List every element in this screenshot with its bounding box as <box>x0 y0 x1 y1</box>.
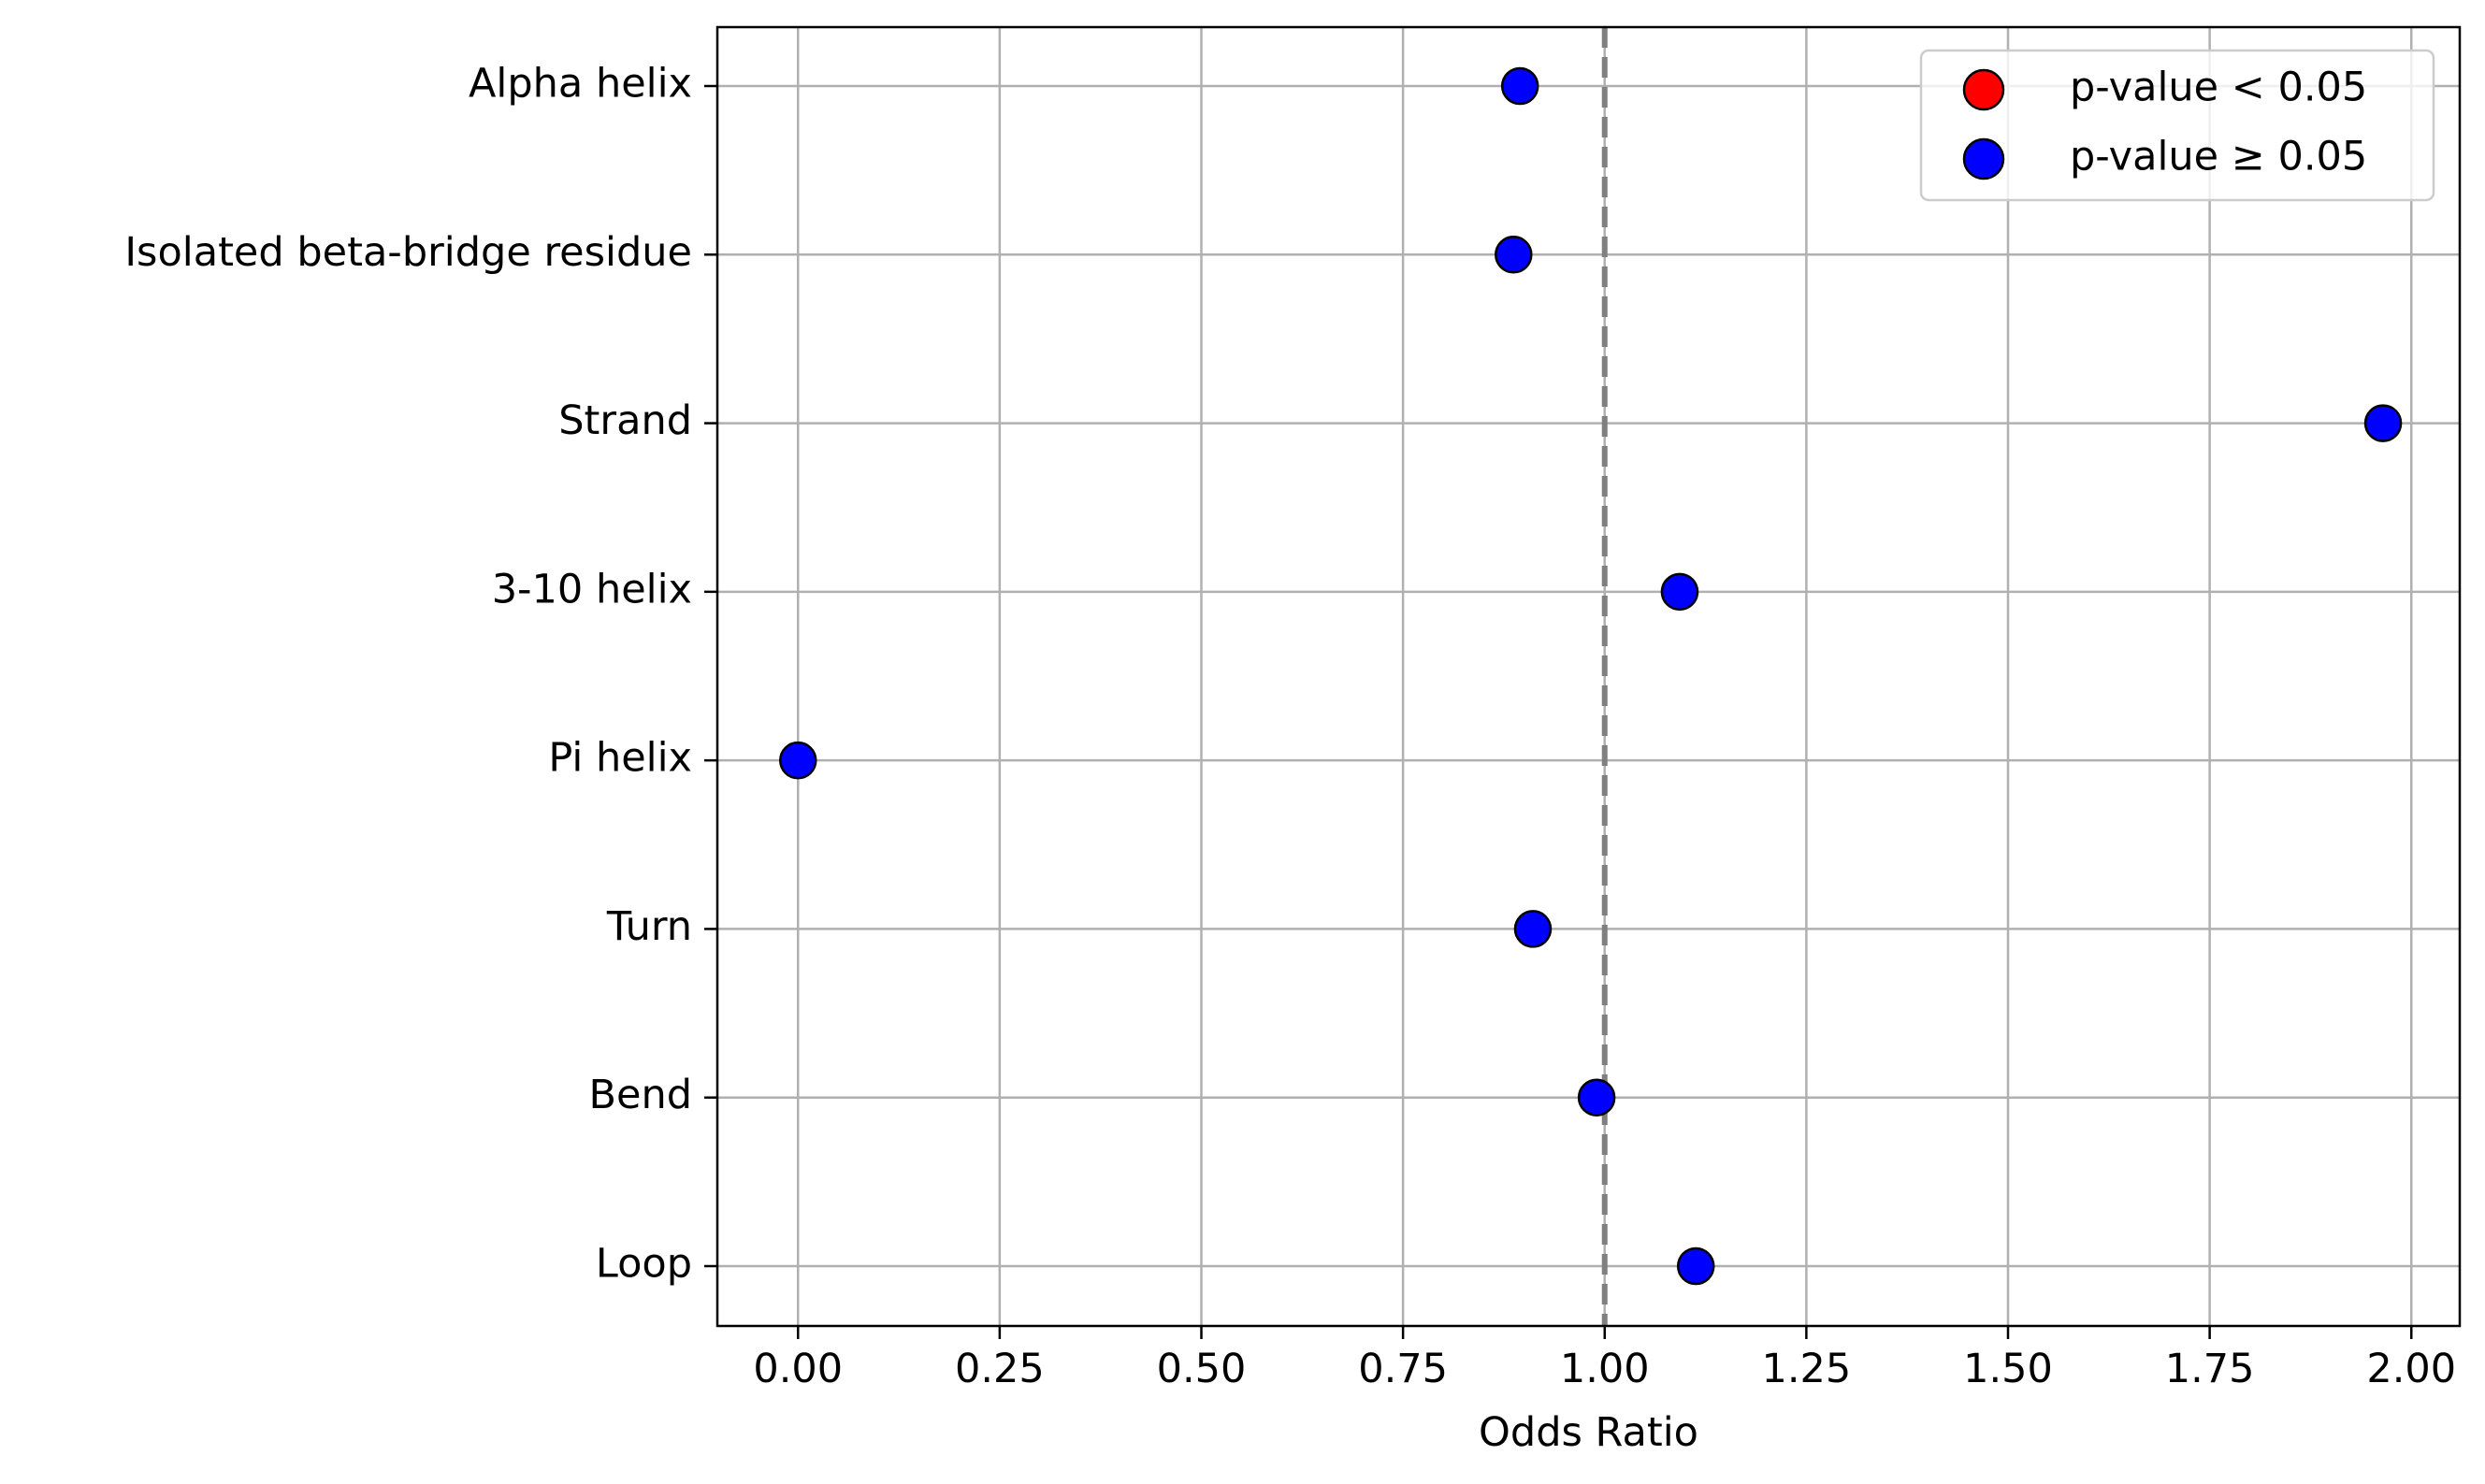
grid-lines <box>717 27 2460 1326</box>
data-point-4 <box>779 741 817 780</box>
y-tick-label-1: Isolated beta-bridge residue <box>124 229 692 276</box>
legend: p-value < 0.05 p-value ≥ 0.05 <box>1919 49 2435 202</box>
legend-marker-not-significant <box>1962 137 2005 180</box>
x-tick-label-5: 1.25 <box>1762 1346 1852 1392</box>
data-point-7 <box>1676 1246 1715 1286</box>
x-axis-label: Odds Ratio <box>1479 1409 1698 1456</box>
y-tick-label-3: 3-10 helix <box>492 566 692 612</box>
data-point-0 <box>1500 66 1539 106</box>
x-tick-label-1: 0.25 <box>955 1346 1045 1392</box>
legend-box <box>1919 49 2435 202</box>
data-point-5 <box>1513 910 1553 948</box>
x-tick-label-0: 0.00 <box>753 1346 843 1392</box>
x-tick-label-6: 1.50 <box>1963 1346 2053 1392</box>
y-axis-ticks: Alpha helix Isolated beta-bridge residue S… <box>124 61 717 1288</box>
data-point-2 <box>2363 404 2403 442</box>
data-points <box>779 66 2403 1286</box>
data-point-6 <box>1577 1078 1616 1117</box>
y-tick-label-7: Loop <box>596 1241 692 1288</box>
legend-marker-significant <box>1962 68 2005 111</box>
y-tick-label-4: Pi helix <box>548 735 692 782</box>
x-tick-label-4: 1.00 <box>1560 1346 1650 1392</box>
x-tick-label-8: 2.00 <box>2366 1346 2456 1392</box>
data-point-3 <box>1660 572 1699 612</box>
x-tick-label-2: 0.50 <box>1157 1346 1247 1392</box>
legend-label-not-significant: p-value ≥ 0.05 <box>2070 134 2367 180</box>
y-tick-label-2: Strand <box>558 397 692 444</box>
x-tick-label-3: 0.75 <box>1358 1346 1448 1392</box>
plot-frame <box>715 25 2462 1328</box>
x-tick-label-7: 1.75 <box>2165 1346 2255 1392</box>
y-tick-label-6: Bend <box>588 1072 692 1118</box>
x-axis-ticks: 0.00 0.25 0.50 0.75 1.00 1.25 1.50 1.75 2.00 <box>753 1326 2456 1392</box>
y-tick-label-0: Alpha helix <box>469 61 692 108</box>
data-point-1 <box>1495 236 1533 274</box>
legend-label-significant: p-value < 0.05 <box>2070 65 2367 111</box>
y-tick-label-5: Turn <box>606 903 692 950</box>
